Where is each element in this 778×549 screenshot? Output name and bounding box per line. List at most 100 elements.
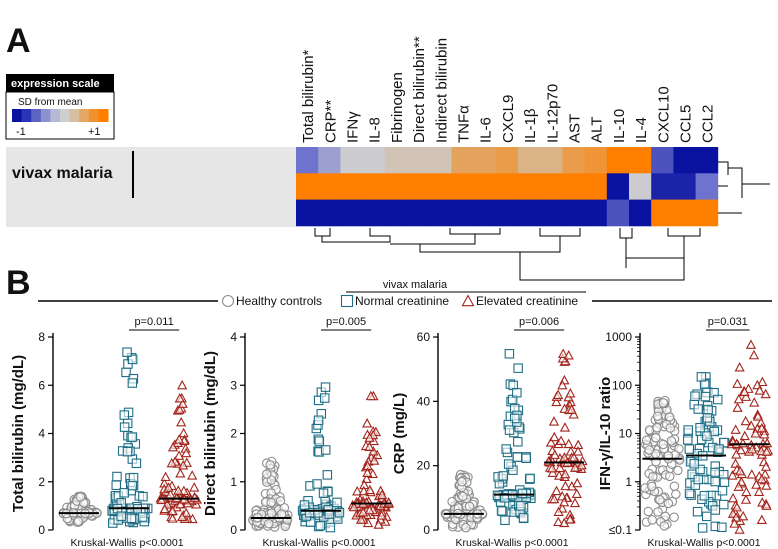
data-point <box>112 471 122 482</box>
y-tick-label: 2 <box>38 475 45 489</box>
heatmap-cell <box>495 147 519 174</box>
heatmap-column-label: Fibrinogen <box>389 72 406 143</box>
data-point <box>275 496 286 506</box>
heatmap-cell <box>495 173 519 200</box>
y-axis-label: Total bilirubin (mg/dL) <box>10 355 27 512</box>
data-point <box>571 488 582 498</box>
data-point <box>376 489 388 499</box>
y-tick-label: 0 <box>230 523 237 537</box>
dot-plot: ≤0.1 1 10 100 1000 IFN-γ/IL-10 ratio Kruskal-W… <box>597 316 774 549</box>
data-point <box>167 505 178 516</box>
data-point <box>739 386 750 397</box>
data-point <box>568 452 579 462</box>
data-point <box>320 382 331 392</box>
data-point <box>175 468 186 478</box>
data-point <box>159 503 170 514</box>
scale-swatch <box>60 109 71 122</box>
heatmap-cell <box>606 173 630 200</box>
data-point <box>551 396 562 407</box>
data-point <box>364 504 375 515</box>
heatmap-column-label: Indirect bilirubin <box>433 38 450 143</box>
scale-swatch <box>79 109 90 122</box>
heatmap-cell <box>318 147 341 174</box>
legend-marker <box>461 294 475 307</box>
y-tick-label: 20 <box>417 459 431 473</box>
scale-swatch <box>31 109 42 122</box>
data-point <box>512 452 523 462</box>
column-dendrogram <box>314 228 701 281</box>
data-point <box>665 471 675 482</box>
data-point <box>464 501 475 512</box>
data-point <box>501 444 511 454</box>
data-point <box>160 471 171 482</box>
data-point <box>551 485 562 496</box>
data-point <box>163 482 174 492</box>
vivax-malaria-label: vivax malaria <box>12 165 113 182</box>
data-point <box>697 523 708 533</box>
scale-min: -1 <box>16 126 26 138</box>
heatmap-column-label: TNFα <box>456 105 473 143</box>
heatmap-cell <box>407 173 430 200</box>
data-point <box>740 415 751 426</box>
data-point <box>695 464 705 475</box>
data-point <box>348 501 359 512</box>
data-point <box>373 519 384 529</box>
significance-label: p=0.005 <box>326 316 366 328</box>
panel-a-letter: A <box>6 22 31 60</box>
data-point <box>658 398 669 408</box>
data-point <box>355 514 367 524</box>
data-point <box>545 437 557 447</box>
data-point <box>181 447 192 458</box>
data-point <box>362 467 373 478</box>
data-point <box>127 378 138 388</box>
heatmap-column-label: CXCL9 <box>500 95 517 143</box>
data-point <box>176 416 187 427</box>
data-point <box>315 520 326 531</box>
data-point <box>739 430 750 441</box>
heatmap-column-label: Total bilirubin* <box>300 49 317 143</box>
heatmap-cell <box>384 173 408 200</box>
data-point <box>504 425 515 435</box>
data-point <box>568 409 579 419</box>
data-point <box>510 413 520 424</box>
heatmap-cell <box>384 199 408 227</box>
data-point <box>304 507 315 518</box>
y-tick-label: 6 <box>38 378 45 392</box>
y-tick-label: 1 <box>230 475 237 489</box>
y-tick-label: 2 <box>230 427 237 441</box>
scale-swatch <box>98 109 109 122</box>
data-point <box>167 441 179 452</box>
data-point <box>761 480 772 490</box>
data-point <box>735 444 747 455</box>
data-point <box>732 378 743 388</box>
y-tick-label: 10 <box>619 427 633 441</box>
data-point <box>696 372 707 382</box>
data-point <box>111 480 121 490</box>
heatmap-cell <box>584 147 608 174</box>
data-point <box>178 427 189 438</box>
dot-plot: 0 20 40 60 CRP (mg/L) Kruskal-Wallis p<0.0001… <box>391 316 588 549</box>
data-point <box>365 390 376 401</box>
data-point <box>560 480 571 491</box>
data-point <box>137 512 148 522</box>
data-point <box>364 484 376 495</box>
data-point <box>757 376 768 387</box>
row-label-band <box>6 147 296 227</box>
data-point <box>564 514 576 524</box>
heatmap-cell <box>673 147 696 174</box>
data-point <box>751 479 762 489</box>
heatmap-column-label: IL-10 <box>611 109 628 143</box>
data-point <box>652 411 663 421</box>
heatmap-cell <box>340 173 363 200</box>
heatmap-column-label: CCL5 <box>678 105 695 143</box>
data-point <box>572 446 584 456</box>
data-point <box>734 524 745 534</box>
data-point <box>563 350 574 360</box>
data-point <box>651 433 661 443</box>
data-point <box>447 496 457 507</box>
scale-swatch <box>69 109 80 122</box>
heatmap-cell <box>296 199 319 227</box>
kruskal-wallis-label: Kruskal-Wallis p<0.0001 <box>455 537 568 549</box>
data-point <box>122 446 133 457</box>
